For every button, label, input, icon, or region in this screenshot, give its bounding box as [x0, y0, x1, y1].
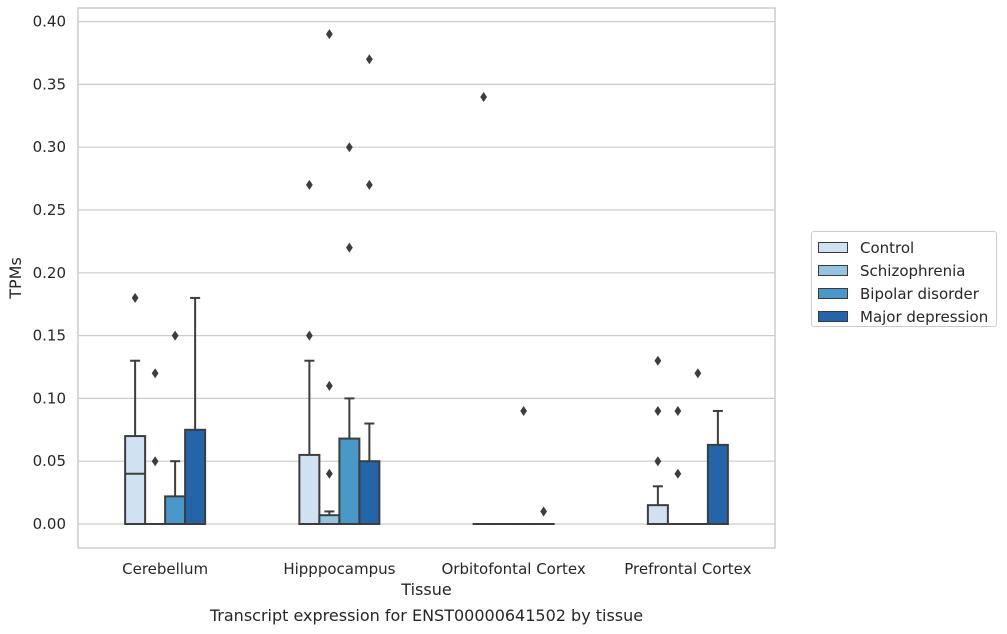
figure-caption: Transcript expression for ENST0000064150…: [209, 606, 644, 625]
y-axis-ticks: 0.00 0.05 0.10 0.15 0.20 0.25 0.30 0.35 0.40: [33, 13, 66, 533]
outlier-point: [654, 405, 662, 416]
x-axis-label: Tissue: [400, 580, 451, 599]
legend-swatch-bipolar-disorder: [818, 288, 848, 299]
legend-item-bipolar-disorder: Bipolar disorder: [818, 282, 996, 305]
outlier-point: [151, 368, 159, 379]
grid-lines: [78, 21, 775, 525]
box-iqr: [358, 460, 381, 526]
legend: Control Schizophrenia Bipolar disorder M…: [811, 231, 997, 327]
y-axis-label: TPMs: [6, 257, 25, 300]
box-schizophrenia-prefrontal-cortex: [666, 405, 689, 526]
box-schizophrenia-hipppocampus: [318, 29, 341, 526]
legend-label-control: Control: [860, 238, 915, 257]
y-tick-label: 0.15: [33, 327, 66, 345]
box-bipolar-disorder-prefrontal-cortex: [686, 368, 709, 526]
outlier-point: [694, 368, 702, 379]
outlier-point: [305, 330, 313, 341]
y-tick-label: 0.30: [33, 138, 66, 156]
outlier-point: [674, 468, 682, 479]
box-major-depression-cerebellum: [184, 296, 207, 525]
x-tick-label: Orbitofontal Cortex: [442, 560, 586, 578]
outlier-point: [480, 91, 488, 102]
legend-label-major-depression: Major depression: [860, 307, 989, 326]
outlier-point: [305, 179, 313, 190]
outlier-point: [654, 456, 662, 467]
outlier-point: [540, 506, 548, 517]
box-control-prefrontal-cortex: [646, 355, 669, 526]
outlier-point: [171, 330, 179, 341]
outlier-point: [654, 355, 662, 366]
outlier-point: [365, 54, 373, 65]
legend-item-major-depression: Major depression: [818, 305, 996, 328]
outlier-point: [151, 456, 159, 467]
y-tick-label: 0.25: [33, 201, 66, 219]
outlier-point: [325, 380, 333, 391]
x-tick-label: Prefrontal Cortex: [624, 560, 751, 578]
box-series: [124, 29, 729, 526]
legend-swatch-major-depression: [818, 311, 848, 322]
outlier-point: [674, 405, 682, 416]
outlier-point: [345, 242, 353, 253]
box-major-depression-hipppocampus: [358, 54, 381, 526]
outlier-point: [520, 405, 528, 416]
box-bipolar-disorder-orbitofontal-cortex: [512, 405, 535, 526]
box-iqr: [338, 437, 361, 526]
legend-item-control: Control: [818, 236, 996, 259]
box-control-cerebellum: [124, 292, 147, 525]
box-bipolar-disorder-hipppocampus: [338, 142, 361, 526]
box-control-orbitofontal-cortex: [472, 91, 495, 526]
plot-frame: [77, 7, 776, 549]
y-tick-label: 0.10: [33, 389, 66, 407]
x-axis-ticks: Cerebellum Hipppocampus Orbitofontal Corte…: [122, 560, 751, 578]
box-iqr: [706, 443, 729, 526]
y-tick-label: 0.35: [33, 75, 66, 93]
outlier-point: [365, 179, 373, 190]
outlier-point: [131, 292, 139, 303]
x-tick-label: Cerebellum: [122, 560, 208, 578]
outlier-point: [325, 468, 333, 479]
legend-label-schizophrenia: Schizophrenia: [860, 261, 966, 280]
legend-swatch-control: [818, 242, 848, 253]
box-schizophrenia-cerebellum: [144, 368, 167, 526]
y-tick-label: 0.40: [33, 13, 66, 31]
box-iqr: [184, 428, 207, 525]
x-tick-label: Hipppocampus: [283, 560, 395, 578]
legend-label-bipolar-disorder: Bipolar disorder: [860, 284, 979, 303]
y-tick-label: 0.05: [33, 452, 66, 470]
box-iqr: [318, 514, 341, 526]
box-major-depression-orbitofontal-cortex: [532, 506, 555, 526]
box-iqr: [124, 435, 147, 525]
box-bipolar-disorder-cerebellum: [164, 330, 187, 526]
box-iqr: [646, 504, 669, 526]
box-iqr: [298, 453, 321, 526]
y-tick-label: 0.00: [33, 515, 66, 533]
legend-swatch-schizophrenia: [818, 265, 848, 276]
y-tick-label: 0.20: [33, 264, 66, 282]
outlier-point: [325, 29, 333, 40]
box-major-depression-prefrontal-cortex: [706, 409, 729, 526]
legend-item-schizophrenia: Schizophrenia: [818, 259, 996, 282]
box-iqr: [164, 495, 187, 526]
box-control-hipppocampus: [298, 179, 321, 526]
outlier-point: [345, 142, 353, 153]
